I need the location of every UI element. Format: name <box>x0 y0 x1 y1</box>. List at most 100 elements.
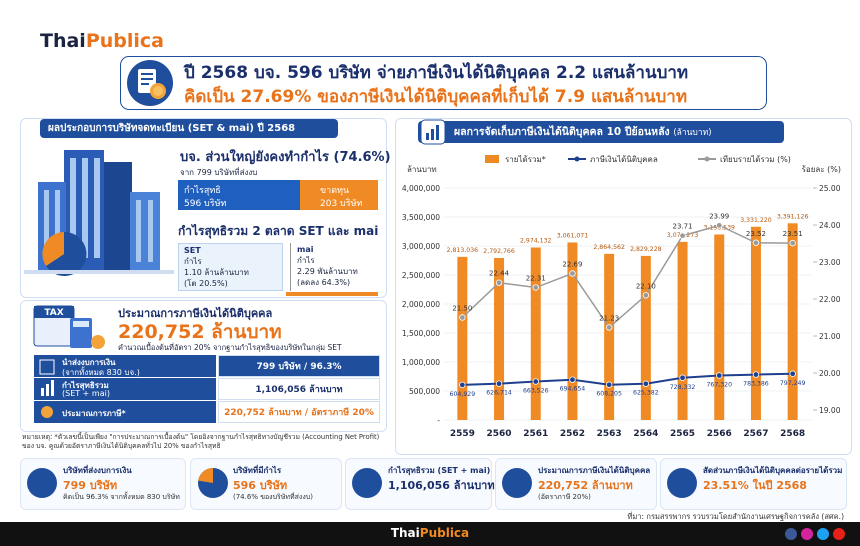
bar <box>750 226 761 420</box>
set-value: 1.10 ล้านล้านบาท <box>184 268 249 277</box>
point-value-label: 663,526 <box>523 388 549 395</box>
x-tick-label: 2566 <box>707 429 732 439</box>
row-label: ประมาณการภาษี* <box>62 409 126 418</box>
card-value: 799 บริษัท <box>63 479 118 492</box>
profit-value: 596 บริษัท <box>184 199 227 209</box>
profit-box: กำไรสุทธิ 596 บริษัท <box>178 180 300 210</box>
legend-label: รายได้รวม* <box>505 155 546 164</box>
row-label-cell: ประมาณการภาษี* <box>34 401 216 423</box>
point-value-label: 604,929 <box>450 391 476 398</box>
x-tick-label: 2561 <box>523 429 548 439</box>
point-value-label: 22.10 <box>636 282 656 290</box>
row-value: 220,752 ล้านบาท / อัตราภาษี 20% <box>218 401 380 423</box>
point-value-label: 21.50 <box>452 305 472 313</box>
row-icons <box>39 359 55 418</box>
title-icon <box>127 60 173 106</box>
point <box>716 372 723 379</box>
stat-card: บริษัทที่มีกำไร 596 บริษัท (74.6% ของบริษั… <box>190 458 342 510</box>
bar-value-label: 2,792,766 <box>483 248 515 255</box>
point-value-label: 626,714 <box>486 390 512 397</box>
chart-title-bar: ผลการจัดเก็บภาษีเงินได้นิติบุคคล 10 ปีย้… <box>418 121 784 143</box>
card-title: ประมาณการภาษีเงินได้นิติบุคคล <box>538 466 651 475</box>
point <box>569 376 576 383</box>
note: หมายเหตุ: *ตัวเลขนี้เป็นเพียง "การประมาณ… <box>22 433 380 450</box>
point <box>752 371 760 378</box>
point <box>642 292 650 299</box>
tax-row: กำไรสุทธิรวม (SET + mai) 1,106,056 ล้านบา… <box>34 378 380 400</box>
source: ที่มา: กรมสรรพากร รวบรวมโดยสำนักงานเศรษฐ… <box>627 512 844 521</box>
point-value-label: 22.69 <box>562 260 582 268</box>
results-sub: จาก 799 บริษัทที่ส่งงบ <box>180 168 258 177</box>
y2-tick-label: 25.00 <box>819 184 841 193</box>
row-value: 1,106,056 ล้านบาท <box>218 378 380 400</box>
legend-dot <box>704 156 710 162</box>
point <box>752 239 760 246</box>
tax-illustration: TAX <box>33 305 105 349</box>
set-change: (โต 20.5%) <box>184 279 228 288</box>
mai-name: mai <box>297 245 314 254</box>
point <box>532 378 539 385</box>
bar-value-label: 2,813,036 <box>447 247 479 254</box>
svg-text:TAX: TAX <box>44 308 63 318</box>
y2-axis-label: ร้อยละ (%) <box>802 165 841 174</box>
bar-value-label: 3,331,220 <box>740 217 772 224</box>
y-tick-label: 3,500,000 <box>402 213 440 222</box>
card-sub: คิดเป็น 96.3% จากทั้งหมด 830 บริษัท <box>63 493 180 501</box>
bar <box>787 223 798 420</box>
card-value: 23.51% ในปี 2568 <box>703 479 807 492</box>
legend-label: เทียบรายได้รวม (%) <box>720 155 791 164</box>
card-value: 220,752 ล้านบาท <box>538 479 633 492</box>
x-tick-label: 2562 <box>560 429 585 439</box>
bar <box>567 242 578 420</box>
stat-card: ประมาณการภาษีเงินได้นิติบุคคล 220,752 ล้า… <box>495 458 657 510</box>
y-tick-label: 1,000,000 <box>402 358 440 367</box>
y-axis-label: ล้านบาท <box>407 165 437 174</box>
stat-card: บริษัทที่ส่งงบการเงิน 799 บริษัท คิดเป็น 9… <box>20 458 186 510</box>
y2-tick-label: 22.00 <box>819 295 841 304</box>
x-tick-label: 2568 <box>780 429 805 439</box>
point-value-label: 625,382 <box>633 390 659 397</box>
point-value-label: 728,332 <box>670 384 696 391</box>
bar <box>677 241 688 420</box>
chart: ล้านบาท ร้อยละ (%) - 500,000 1,000,000 1,500,… <box>402 155 841 439</box>
x-tick-label: 2560 <box>487 429 512 439</box>
y-tick-label: 500,000 <box>409 387 440 396</box>
tax-sub: คำนวณเบื้องต้นที่อัตรา 20% จากฐานกำไรสุท… <box>118 343 342 352</box>
card-value: 596 บริษัท <box>233 479 288 492</box>
point <box>495 380 503 387</box>
set-label: กำไร <box>184 257 202 266</box>
y-tick-label: 2,500,000 <box>402 271 440 280</box>
x-tick-label: 2567 <box>743 429 768 439</box>
point-value-label: 23.51 <box>783 230 803 238</box>
social-icons <box>785 528 845 540</box>
y-tick-label: 2,000,000 <box>402 300 440 309</box>
bar-value-label: 2,829,228 <box>630 246 662 253</box>
legend-swatch <box>485 155 499 163</box>
card-title: บริษัทที่มีกำไร <box>233 466 282 475</box>
card-sub: (อัตราภาษี 20%) <box>538 493 591 501</box>
y2-tick-label: 20.00 <box>819 369 841 378</box>
brand-publica: Publica <box>85 30 164 52</box>
results-headline: บจ. ส่วนใหญ่ยังคงทำกำไร (74.6%) <box>180 150 391 165</box>
tax-row: ประมาณการภาษี* 220,752 ล้านบาท / อัตราภา… <box>34 401 380 423</box>
results-title: ผลประกอบการบริษัทจดทะเบียน (SET & mai) ป… <box>40 119 338 138</box>
card-icon <box>352 468 382 498</box>
mai-label: กำไร <box>297 256 315 265</box>
loss-label: ขาดทุน <box>320 186 350 196</box>
point-value-label: 767,320 <box>706 381 732 388</box>
mai-value: 2.29 พันล้านบาท <box>297 267 358 276</box>
point-value-label: 22.31 <box>526 275 546 283</box>
card-title: บริษัทที่ส่งงบการเงิน <box>63 466 132 475</box>
stat-card: สัดส่วนภาษีเงินได้นิติบุคคลต่อรายได้รวม 2… <box>660 458 847 510</box>
brand: ThaiPublica <box>40 30 164 52</box>
loss-box: ขาดทุน 203 บริษัท <box>300 180 378 210</box>
row-label: นำส่งงบการเงิน <box>62 358 116 367</box>
legend-label: ภาษีเงินได้นิติบุคคล <box>590 155 658 164</box>
point-value-label: 783,386 <box>743 381 769 388</box>
markets-title: กำไรสุทธิรวม 2 ตลาด SET และ mai <box>178 224 379 238</box>
point <box>789 239 796 247</box>
bar-value-label: 3,061,071 <box>557 232 589 239</box>
line <box>461 224 793 329</box>
point-value-label: 23.71 <box>673 223 693 231</box>
bar-value-label: 2,974,132 <box>520 238 552 245</box>
